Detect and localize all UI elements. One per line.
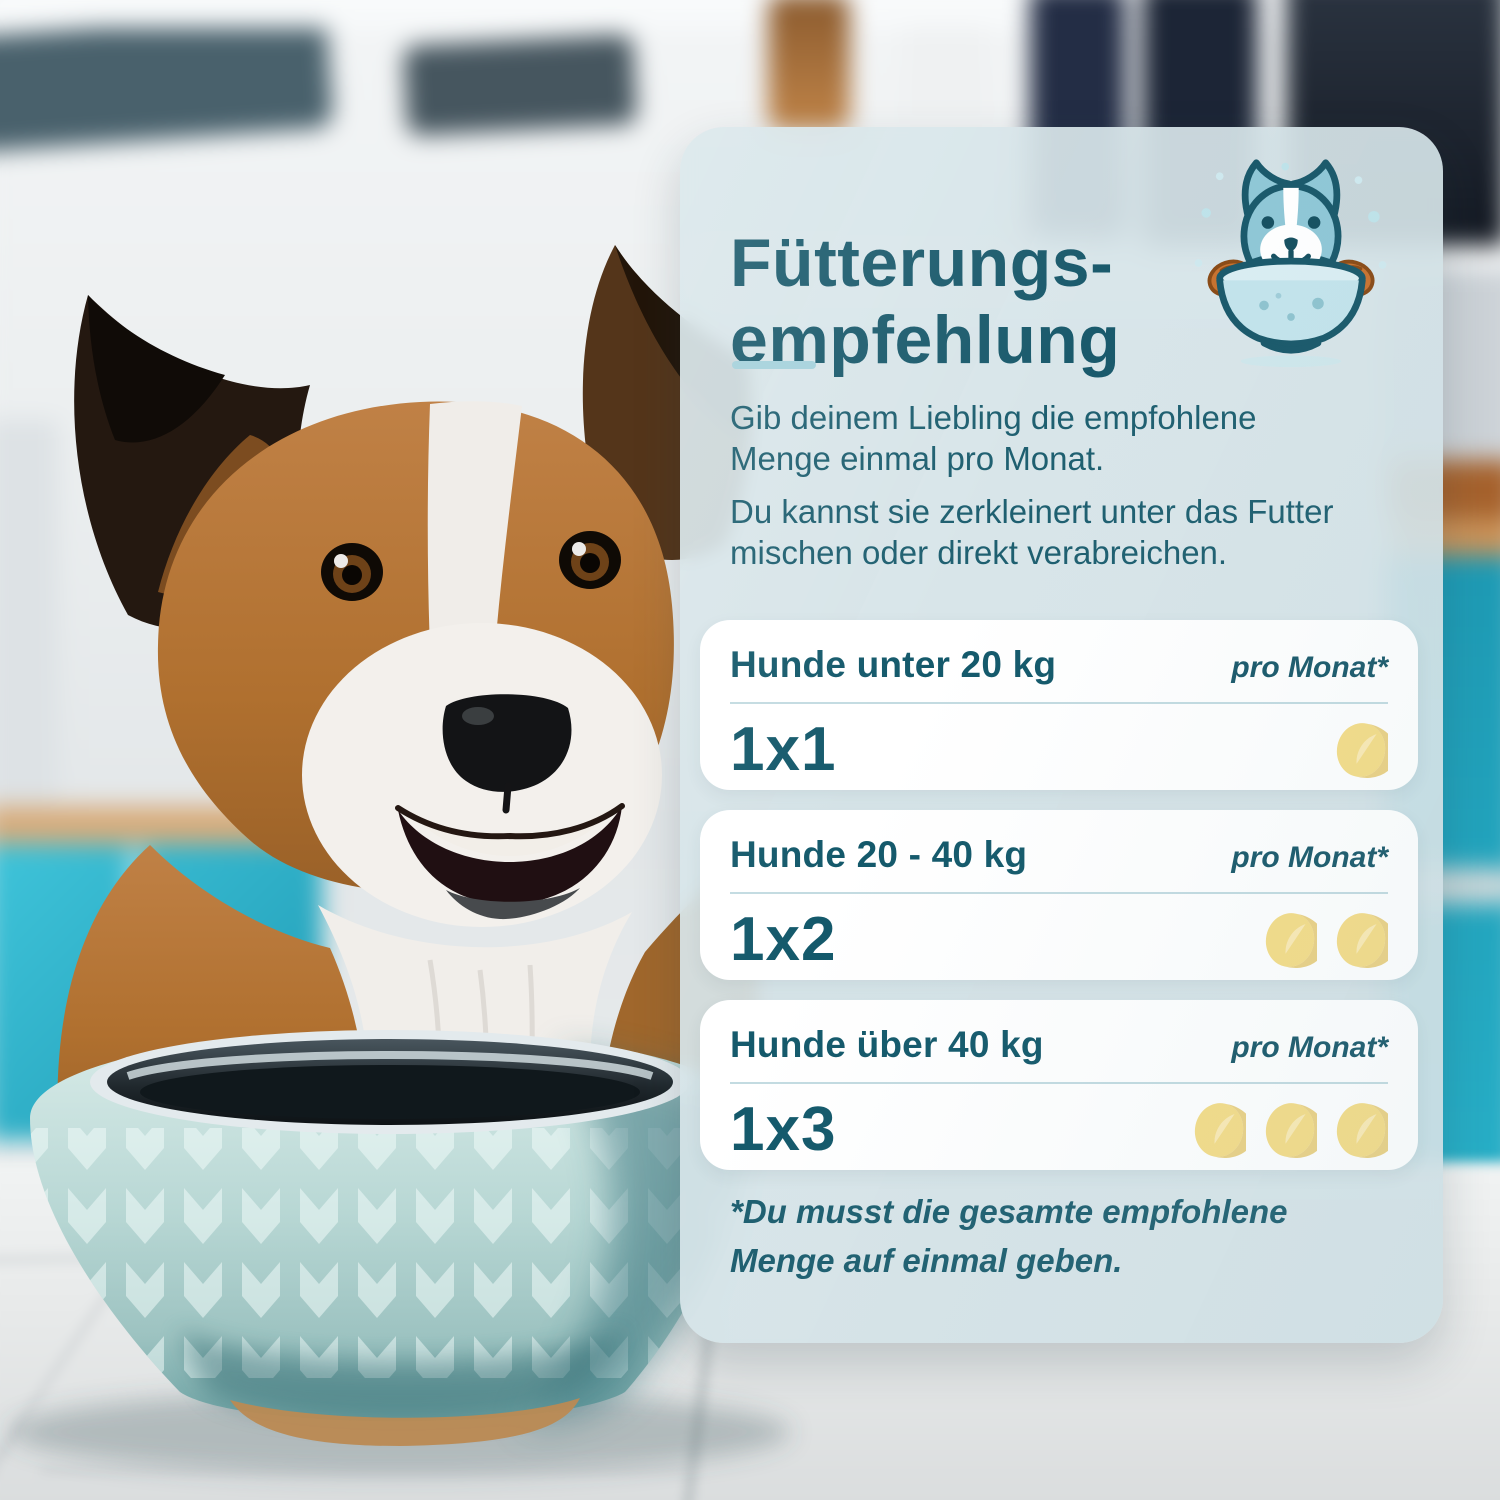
dose-row-over-40kg: Hunde über 40 kg pro Monat* 1x3 xyxy=(700,1000,1418,1170)
per-month-label: pro Monat* xyxy=(1231,651,1388,684)
tablet-icon xyxy=(1336,1101,1388,1159)
row-separator xyxy=(730,892,1388,894)
dog-in-bowl-icon xyxy=(1185,157,1397,369)
page-title: Fütterungs-empfehlung xyxy=(730,225,1120,379)
intro-paragraph: Du kannst sie zerkleinert unter das Futt… xyxy=(730,491,1333,573)
dog-illustration xyxy=(57,245,758,1160)
tablet-icon xyxy=(1265,911,1317,969)
dose-value: 1x1 xyxy=(730,715,837,784)
dose-table: Hunde unter 20 kg pro Monat* 1x1 Hunde 2… xyxy=(700,620,1418,1170)
row-separator xyxy=(730,702,1388,704)
blurred-jar-shape xyxy=(768,0,850,130)
intro-line: Menge einmal pro Monat. xyxy=(730,440,1105,477)
tablet-icons xyxy=(1334,721,1388,779)
weight-class-label: Hunde 20 - 40 kg xyxy=(730,834,1028,875)
intro-line: Du kannst sie zerkleinert unter das Futt… xyxy=(730,493,1334,530)
dose-row-under-20kg: Hunde unter 20 kg pro Monat* 1x1 xyxy=(700,620,1418,790)
per-month-label: pro Monat* xyxy=(1231,841,1388,874)
tablet-icon xyxy=(1265,1101,1317,1159)
tablet-icon xyxy=(1194,1101,1246,1159)
weight-class-label: Hunde unter 20 kg xyxy=(730,644,1057,685)
intro-paragraph: Gib deinem Liebling die empfohlene Menge… xyxy=(730,397,1333,479)
title-line-1: Fütterungs- xyxy=(730,224,1114,301)
feeding-recommendation-card: Fütterungs-empfehlung xyxy=(680,127,1443,1343)
weight-class-label: Hunde über 40 kg xyxy=(730,1024,1044,1065)
blurred-cup-shape xyxy=(902,26,990,124)
footnote-line: *Du musst die gesamte empfohlene xyxy=(730,1193,1288,1230)
footnote-line: Menge auf einmal geben. xyxy=(730,1242,1123,1279)
dose-value: 1x3 xyxy=(730,1095,837,1164)
intro-text: Gib deinem Liebling die empfohlene Menge… xyxy=(730,397,1333,585)
intro-line: Gib deinem Liebling die empfohlene xyxy=(730,399,1257,436)
row-separator xyxy=(730,1082,1388,1084)
tablet-icon xyxy=(1336,911,1388,969)
intro-line: mischen oder direkt verabreichen. xyxy=(730,534,1228,571)
footnote: *Du musst die gesamte empfohlene Menge a… xyxy=(730,1187,1287,1285)
dose-value: 1x2 xyxy=(730,905,837,974)
tablet-icon xyxy=(1336,721,1388,779)
food-bowl-illustration xyxy=(10,1030,790,1474)
tablet-icons xyxy=(1192,1101,1388,1159)
tablet-icons xyxy=(1263,911,1388,969)
title-divider xyxy=(732,361,816,369)
dose-row-20-40kg: Hunde 20 - 40 kg pro Monat* 1x2 xyxy=(700,810,1418,980)
per-month-label: pro Monat* xyxy=(1231,1031,1388,1064)
fridge-edge-shape xyxy=(0,420,58,840)
